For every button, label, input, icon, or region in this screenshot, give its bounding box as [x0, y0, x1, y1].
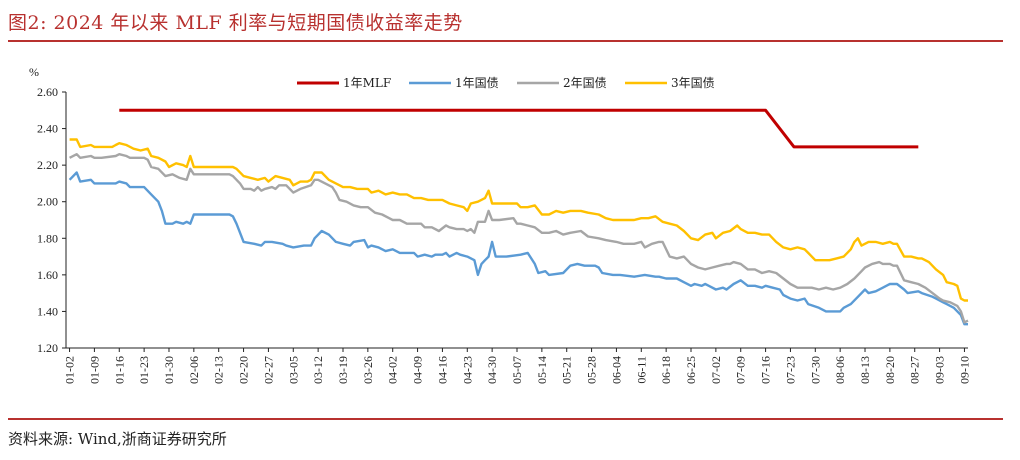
x-tick-label: 07-09: [734, 356, 748, 384]
legend-label-4: 3年国债: [671, 76, 715, 90]
y-tick-label: 1.80: [37, 231, 58, 245]
series-line-4: [69, 138, 968, 302]
source-divider: [8, 418, 1003, 420]
chart-lines: [68, 108, 969, 326]
x-tick-label: 06-04: [609, 356, 623, 384]
x-tick-label: 07-23: [783, 356, 797, 384]
source-note: 资料来源: Wind,浙商证券研究所: [8, 430, 227, 448]
title-divider: [8, 40, 1003, 42]
x-tick-label: 05-28: [585, 356, 599, 384]
series-line-2: [68, 171, 968, 326]
x-tick-label: 03-26: [361, 356, 375, 384]
y-axis-unit: %: [29, 65, 39, 79]
x-tick-label: 04-02: [386, 356, 400, 384]
y-tick-label: 2.40: [37, 122, 58, 136]
x-tick-label: 09-03: [933, 356, 947, 384]
y-tick-label: 2.20: [37, 158, 58, 172]
figure-title: 图2: 2024 年以来 MLF 利率与短期国债收益率走势: [8, 12, 463, 34]
x-tick-label: 02-06: [187, 356, 201, 384]
x-tick-label: 02-27: [261, 356, 275, 384]
y-tick-label: 1.60: [37, 268, 58, 282]
chart-legend: 1年MLF 1年国债 2年国债 3年国债: [297, 76, 715, 90]
x-tick-label: 05-21: [560, 356, 574, 384]
x-tick-label: 04-09: [411, 356, 425, 384]
x-tick-label: 05-07: [510, 356, 524, 384]
x-tick-label: 04-16: [435, 356, 449, 384]
y-tick-label: 2.60: [37, 85, 58, 99]
x-tick-label: 02-20: [237, 356, 251, 384]
x-tick-label: 08-20: [883, 356, 897, 384]
legend-label-3: 2年国债: [563, 76, 607, 90]
x-tick-label: 01-02: [63, 356, 77, 384]
x-tick-label: 08-13: [858, 356, 872, 384]
y-tick-label: 1.40: [37, 304, 58, 318]
x-tick-label: 03-12: [311, 356, 325, 384]
x-tick-label: 02-13: [212, 356, 226, 384]
x-tick-label: 05-14: [535, 356, 549, 384]
x-tick-label: 08-06: [833, 356, 847, 384]
x-tick-label: 04-23: [460, 356, 474, 384]
x-tick-label: 09-10: [957, 356, 971, 384]
x-tick-label: 01-23: [137, 356, 151, 384]
y-tick-label: 2.00: [37, 195, 58, 209]
x-tick-label: 03-05: [286, 356, 300, 384]
x-tick-label: 01-30: [162, 356, 176, 384]
x-tick-label: 07-02: [709, 356, 723, 384]
x-tick-label: 04-30: [485, 356, 499, 384]
x-axis: 01-02 01-09 01-16 01-23 01-30 02-06 02-13 02-20…: [63, 347, 971, 384]
legend-label-2: 1年国债: [455, 76, 499, 90]
y-axis: % 1.20 1.40 1.60 1.80 2.00 2.20 2.40 2.60: [29, 65, 67, 355]
x-tick-label: 07-16: [759, 356, 773, 384]
x-tick-label: 06-18: [659, 356, 673, 384]
legend-label-1: 1年MLF: [343, 76, 391, 90]
x-tick-label: 06-25: [684, 356, 698, 384]
y-tick-label: 1.20: [37, 341, 58, 355]
x-tick-label: 01-16: [112, 356, 126, 384]
x-tick-label: 07-30: [808, 356, 822, 384]
x-tick-label: 06-11: [634, 356, 648, 384]
series-line-3: [69, 153, 969, 324]
x-tick-label: 01-09: [87, 356, 101, 384]
x-tick-label: 08-27: [908, 356, 922, 384]
x-tick-label: 03-19: [336, 356, 350, 384]
series-line-1: [119, 108, 919, 149]
line-chart: 1年MLF 1年国债 2年国债 3年国债 % 1.20 1.40 1.60 1.80 2.00 2…: [29, 65, 971, 384]
